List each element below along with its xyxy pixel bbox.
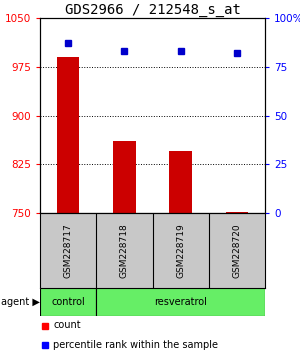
Text: GSM228718: GSM228718 — [120, 223, 129, 278]
Text: GSM228719: GSM228719 — [176, 223, 185, 278]
Text: GSM228720: GSM228720 — [232, 223, 242, 278]
Bar — [113, 142, 136, 213]
Text: resveratrol: resveratrol — [154, 297, 207, 307]
Bar — [226, 212, 248, 213]
Bar — [57, 57, 80, 213]
Bar — [96, 288, 265, 316]
Text: percentile rank within the sample: percentile rank within the sample — [53, 339, 218, 349]
Bar — [169, 151, 192, 213]
Title: GDS2966 / 212548_s_at: GDS2966 / 212548_s_at — [64, 3, 240, 17]
Bar — [40, 288, 96, 316]
Text: agent ▶: agent ▶ — [1, 297, 40, 307]
Text: GSM228717: GSM228717 — [64, 223, 73, 278]
Text: count: count — [53, 320, 81, 331]
Text: control: control — [51, 297, 85, 307]
